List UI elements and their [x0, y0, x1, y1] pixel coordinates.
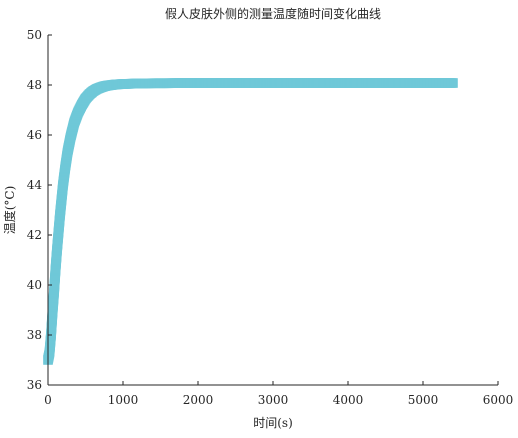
chart-title: 假人皮肤外侧的测量温度随时间变化曲线 [165, 6, 381, 21]
x-axis-ticks: 0 1000 2000 3000 4000 5000 6000 [44, 381, 513, 407]
y-tick-label: 46 [27, 128, 42, 142]
x-tick-label: 2000 [183, 393, 214, 407]
x-tick-label: 1000 [108, 393, 139, 407]
y-tick-label: 48 [27, 78, 42, 92]
y-tick-label: 38 [27, 328, 42, 342]
x-axis-title: 时间(s) [253, 416, 293, 430]
data-point [448, 78, 458, 88]
y-tick-label: 44 [27, 178, 43, 192]
x-tick-label: 5000 [408, 393, 439, 407]
y-tick-label: 40 [27, 278, 42, 292]
y-axis-title: 温度(°C) [2, 186, 17, 235]
y-tick-label: 50 [27, 28, 42, 42]
y-axis-ticks: 36 38 40 42 44 46 48 50 [27, 28, 52, 392]
x-tick-label: 3000 [258, 393, 289, 407]
y-tick-label: 36 [27, 378, 42, 392]
plot-area [43, 78, 458, 365]
series-0 [43, 78, 458, 365]
x-tick-label: 4000 [333, 393, 364, 407]
x-tick-label: 0 [44, 393, 52, 407]
x-tick-label: 6000 [483, 393, 514, 407]
y-tick-label: 42 [27, 228, 42, 242]
